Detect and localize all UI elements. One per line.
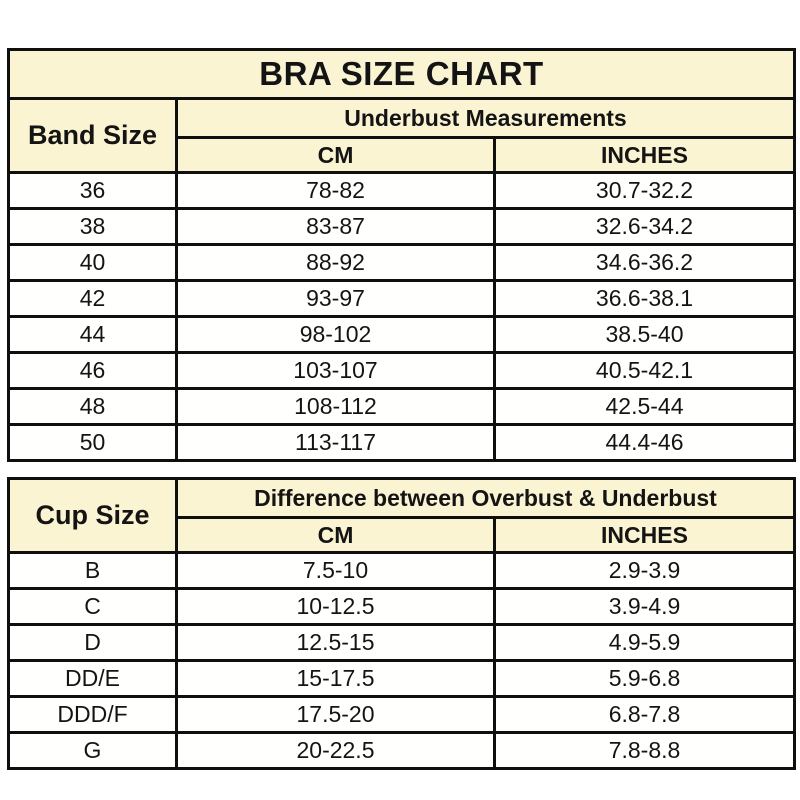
cm-range-cell: 7.5-10 (175, 551, 496, 590)
cm-range-cell: 15-17.5 (175, 659, 496, 698)
cup-size-cell: C (7, 587, 178, 626)
inches-range-cell: 38.5-40 (492, 315, 797, 354)
inches-range-cell: 2.9-3.9 (493, 551, 796, 590)
table-row: D 12.5-15 4.9-5.9 (7, 623, 796, 662)
cm-range-cell: 93-97 (175, 279, 496, 318)
inches-range-cell: 7.8-8.8 (493, 731, 796, 770)
band-size-cell: 50 (7, 423, 178, 462)
table-row: 46 103-107 40.5-42.1 (7, 351, 797, 390)
band-size-cell: 48 (7, 387, 178, 426)
table-row: DDD/F 17.5-20 6.8-7.8 (7, 695, 796, 734)
cm-range-cell: 17.5-20 (175, 695, 496, 734)
table-row: B 7.5-10 2.9-3.9 (7, 551, 796, 590)
band-table-group-header-row: Band Size Underbust Measurements (7, 97, 797, 174)
inches-range-cell: 36.6-38.1 (492, 279, 797, 318)
band-table-sub-header-row: CM INCHES (9, 136, 797, 174)
cm-range-cell: 20-22.5 (175, 731, 496, 770)
table-row: 40 88-92 34.6-36.2 (7, 243, 797, 282)
cup-table-sub-header-row: CM INCHES (9, 516, 796, 554)
page-title: BRA SIZE CHART (6, 48, 797, 100)
table-row: 36 78-82 30.7-32.2 (7, 171, 797, 210)
table-row: 48 108-112 42.5-44 (7, 387, 797, 426)
cup-size-table: Cup Size Difference between Overbust & U… (7, 477, 796, 770)
cup-size-cell: G (7, 731, 178, 770)
band-size-cell: 46 (7, 351, 178, 390)
band-size-cell: 38 (7, 207, 178, 246)
chart-title-row: BRA SIZE CHART (6, 48, 797, 100)
cup-table-group-header-row: Cup Size Difference between Overbust & U… (7, 477, 796, 554)
band-size-cell: 36 (7, 171, 178, 210)
inches-range-cell: 42.5-44 (492, 387, 797, 426)
cup-size-cell: B (7, 551, 178, 590)
cm-range-cell: 88-92 (175, 243, 496, 282)
cup-size-cell: DD/E (7, 659, 178, 698)
table-row: 42 93-97 36.6-38.1 (7, 279, 797, 318)
cm-range-cell: 113-117 (175, 423, 496, 462)
band-size-header: Band Size (7, 97, 178, 174)
cm-range-cell: 108-112 (175, 387, 496, 426)
inches-column-header: INCHES (492, 136, 797, 174)
table-row: 50 113-117 44.4-46 (7, 423, 797, 462)
inches-range-cell: 5.9-6.8 (493, 659, 796, 698)
table-row: DD/E 15-17.5 5.9-6.8 (7, 659, 796, 698)
cm-range-cell: 83-87 (175, 207, 496, 246)
cup-size-cell: D (7, 623, 178, 662)
cup-size-cell: DDD/F (7, 695, 178, 734)
table-row: 44 98-102 38.5-40 (7, 315, 797, 354)
inches-range-cell: 30.7-32.2 (492, 171, 797, 210)
inches-range-cell: 32.6-34.2 (492, 207, 797, 246)
inches-range-cell: 40.5-42.1 (492, 351, 797, 390)
cm-column-header: CM (175, 516, 496, 554)
cm-range-cell: 98-102 (175, 315, 496, 354)
inches-column-header: INCHES (493, 516, 796, 554)
table-gap (7, 462, 793, 477)
table-row: G 20-22.5 7.8-8.8 (7, 731, 796, 770)
difference-header: Difference between Overbust & Underbust (175, 477, 796, 519)
inches-range-cell: 3.9-4.9 (493, 587, 796, 626)
bra-size-chart: BRA SIZE CHART Band Size Underbust Measu… (6, 48, 797, 770)
inches-range-cell: 4.9-5.9 (493, 623, 796, 662)
inches-range-cell: 34.6-36.2 (492, 243, 797, 282)
cm-range-cell: 103-107 (175, 351, 496, 390)
band-size-cell: 42 (7, 279, 178, 318)
cup-size-header: Cup Size (7, 477, 178, 554)
table-row: C 10-12.5 3.9-4.9 (7, 587, 796, 626)
cm-range-cell: 12.5-15 (175, 623, 496, 662)
inches-range-cell: 44.4-46 (492, 423, 797, 462)
underbust-measurements-header: Underbust Measurements (174, 97, 797, 139)
band-size-table: BRA SIZE CHART Band Size Underbust Measu… (6, 48, 797, 462)
inches-range-cell: 6.8-7.8 (493, 695, 796, 734)
table-row: 38 83-87 32.6-34.2 (7, 207, 797, 246)
band-size-cell: 40 (7, 243, 178, 282)
cm-range-cell: 10-12.5 (175, 587, 496, 626)
band-size-cell: 44 (7, 315, 178, 354)
cm-range-cell: 78-82 (175, 171, 496, 210)
cm-column-header: CM (175, 136, 496, 174)
